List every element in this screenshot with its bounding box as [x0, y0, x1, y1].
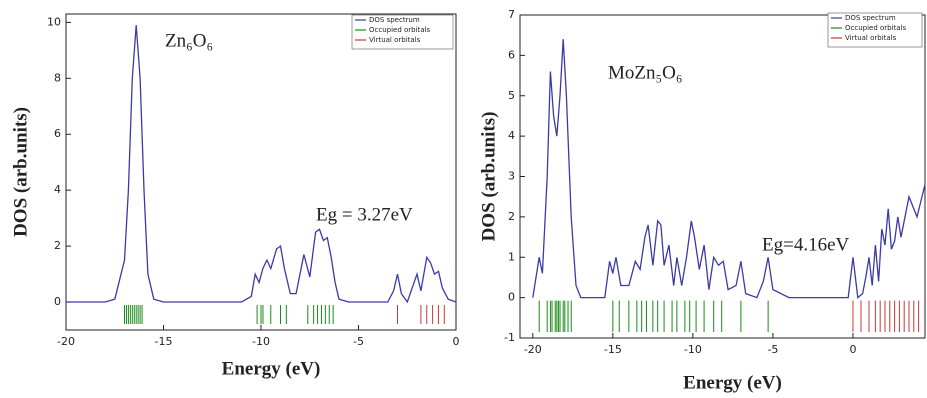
x-tick-label: -20 — [57, 335, 75, 348]
x-tick-label: -15 — [155, 335, 173, 348]
x-tick-label: -20 — [524, 343, 542, 356]
y-tick-label: 4 — [508, 129, 515, 142]
x-tick-label: 0 — [453, 335, 460, 348]
legend-label: Virtual orbitals — [845, 34, 897, 42]
panel-title: Zn₆O₆ — [165, 30, 213, 51]
x-tick-label: -5 — [353, 335, 364, 348]
panel-title: MoZn₅O₆ — [608, 62, 682, 83]
y-axis-label: DOS (arb.units) — [10, 107, 31, 237]
y-tick-label: 10 — [47, 15, 61, 28]
x-tick-label: -10 — [684, 343, 702, 356]
y-tick-label: 6 — [54, 127, 61, 140]
annotation: Eg = 3.27eV — [316, 204, 413, 225]
y-tick-label: 7 — [508, 8, 515, 21]
legend-label: Occupied orbitals — [845, 24, 907, 32]
plot-frame — [520, 15, 925, 338]
figure: 0246810-20-15-10-50Zn₆O₆Eg = 3.27eVEnerg… — [0, 0, 927, 398]
y-tick-label: 0 — [54, 295, 61, 308]
y-tick-label: 1 — [508, 250, 515, 263]
x-tick-label: -5 — [767, 343, 778, 356]
y-tick-label: 8 — [54, 71, 61, 84]
y-tick-label: 4 — [54, 183, 61, 196]
y-axis-label: DOS (arb.units) — [478, 112, 499, 242]
y-tick-label: -1 — [504, 331, 515, 344]
x-tick-label: -10 — [252, 335, 270, 348]
y-tick-label: 3 — [508, 170, 515, 183]
legend-label: DOS spectrum — [845, 14, 896, 22]
legend-label: Occupied orbitals — [369, 26, 431, 34]
y-tick-label: 2 — [54, 239, 61, 252]
x-axis-label: Energy (eV) — [222, 358, 321, 379]
plot-frame — [66, 14, 456, 330]
x-axis-label: Energy (eV) — [683, 372, 782, 393]
legend-label: Virtual orbitals — [369, 36, 421, 44]
annotation: Eg=4.16eV — [762, 234, 850, 255]
y-tick-label: 5 — [508, 89, 515, 102]
y-tick-label: 2 — [508, 210, 515, 223]
x-tick-label: -15 — [604, 343, 622, 356]
x-tick-label: 0 — [849, 343, 856, 356]
legend-label: DOS spectrum — [369, 16, 420, 24]
y-tick-label: 0 — [508, 291, 515, 304]
y-tick-label: 6 — [508, 48, 515, 61]
